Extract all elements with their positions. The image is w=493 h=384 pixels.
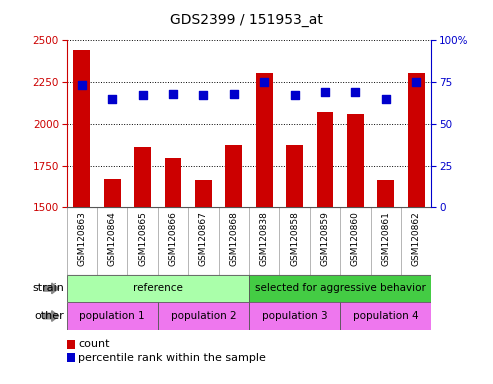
Text: population 1: population 1	[79, 311, 145, 321]
Text: GSM120838: GSM120838	[260, 211, 269, 266]
Text: GDS2399 / 151953_at: GDS2399 / 151953_at	[170, 13, 323, 27]
Bar	[378, 180, 394, 207]
Text: GSM120859: GSM120859	[320, 211, 329, 266]
Bar	[249, 275, 431, 302]
Bar	[317, 112, 333, 207]
FancyArrow shape	[43, 283, 59, 294]
Text: reference: reference	[133, 283, 183, 293]
Point	[260, 79, 268, 85]
Text: GSM120864: GSM120864	[107, 211, 117, 266]
Point	[108, 96, 116, 102]
Bar	[225, 145, 242, 207]
Text: GSM120867: GSM120867	[199, 211, 208, 266]
Bar	[195, 180, 211, 207]
Text: GSM120868: GSM120868	[229, 211, 238, 266]
Bar	[347, 114, 364, 207]
Bar	[73, 50, 90, 207]
Text: GSM120865: GSM120865	[138, 211, 147, 266]
Point	[321, 89, 329, 95]
Point	[230, 91, 238, 97]
Text: GSM120861: GSM120861	[381, 211, 390, 266]
Text: GSM120862: GSM120862	[412, 211, 421, 266]
Text: population 2: population 2	[171, 311, 236, 321]
Point	[139, 93, 146, 99]
Bar	[67, 302, 158, 330]
Text: GSM120866: GSM120866	[169, 211, 177, 266]
Point	[78, 82, 86, 88]
Text: other: other	[35, 311, 64, 321]
Point	[169, 91, 177, 97]
Text: population 3: population 3	[262, 311, 327, 321]
Bar	[104, 179, 120, 207]
Text: GSM120858: GSM120858	[290, 211, 299, 266]
Point	[352, 89, 359, 95]
Point	[291, 93, 299, 99]
Bar	[340, 302, 431, 330]
Text: GSM120863: GSM120863	[77, 211, 86, 266]
Bar	[286, 145, 303, 207]
Text: selected for aggressive behavior: selected for aggressive behavior	[255, 283, 425, 293]
Bar	[408, 73, 424, 207]
Bar	[249, 302, 340, 330]
Text: GSM120860: GSM120860	[351, 211, 360, 266]
Point	[412, 79, 420, 85]
Text: percentile rank within the sample: percentile rank within the sample	[78, 353, 266, 362]
Point	[199, 93, 208, 99]
Text: count: count	[78, 339, 110, 349]
Bar	[158, 302, 249, 330]
Bar	[256, 73, 273, 207]
Bar	[134, 147, 151, 207]
Point	[382, 96, 389, 102]
Text: population 4: population 4	[353, 311, 419, 321]
Text: strain: strain	[32, 283, 64, 293]
Bar	[165, 158, 181, 207]
Bar	[67, 275, 249, 302]
FancyArrow shape	[43, 311, 59, 321]
